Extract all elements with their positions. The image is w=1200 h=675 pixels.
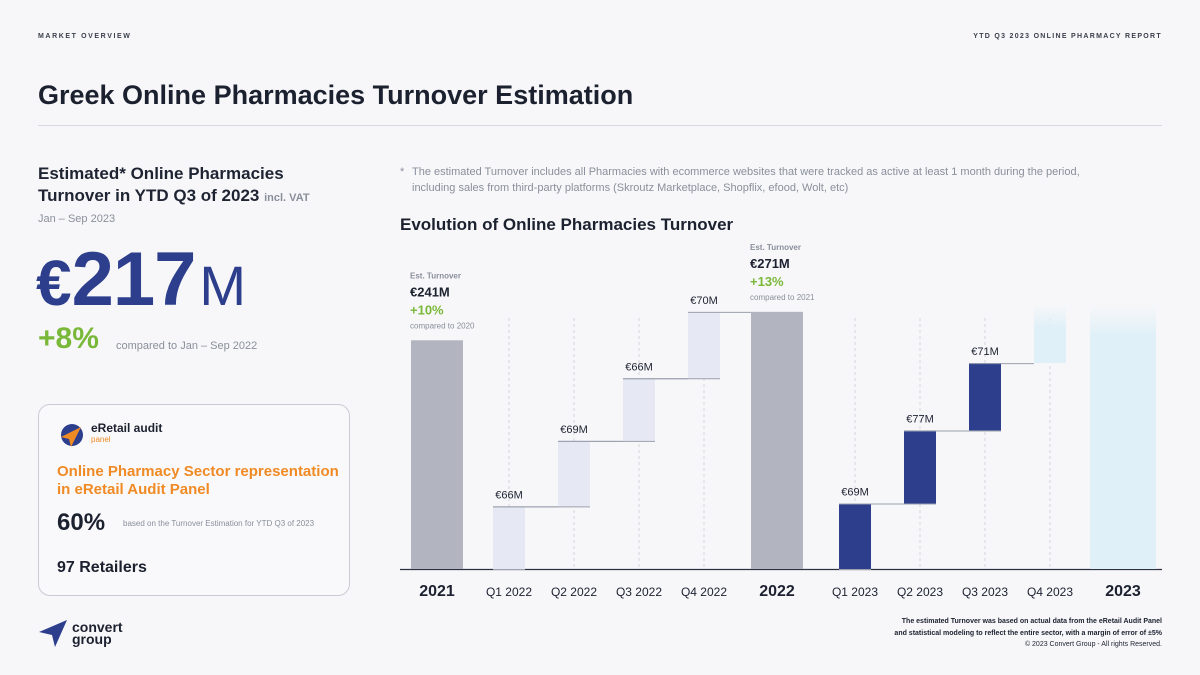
card-heading: Online Pharmacy Sector representation in… bbox=[57, 463, 339, 498]
kpi-period: Jan – Sep 2023 bbox=[38, 213, 116, 225]
x-label-q1-2022: Q1 2022 bbox=[486, 585, 532, 599]
growth-2021: +10% bbox=[410, 302, 444, 317]
eretail-logo-icon bbox=[61, 424, 83, 447]
x-label-q3-2023: Q3 2023 bbox=[962, 585, 1008, 599]
label-q2-2022: €69M bbox=[560, 424, 588, 436]
kpi-unit: M bbox=[199, 254, 247, 317]
caption-2021: Est. Turnover bbox=[410, 271, 461, 280]
bar-q4-2023 bbox=[1034, 305, 1066, 364]
label-2022: €271M bbox=[750, 256, 790, 271]
note-star: * bbox=[400, 166, 405, 178]
eretail-card: eRetail audit panel Online Pharmacy Sect… bbox=[38, 404, 350, 596]
growth-note-2022: compared to 2021 bbox=[750, 293, 815, 302]
report-label: YTD Q3 2023 ONLINE PHARMACY REPORT bbox=[973, 33, 1162, 40]
page-title: Greek Online Pharmacies Turnover Estimat… bbox=[38, 80, 634, 110]
label-q3-2023: €71M bbox=[971, 346, 999, 358]
label-q1-2022: €66M bbox=[495, 489, 523, 501]
x-label-q4-2022: Q4 2022 bbox=[681, 585, 727, 599]
kpi-vat: incl. VAT bbox=[264, 192, 310, 204]
note-text: The estimated Turnover includes all Phar… bbox=[412, 166, 1080, 194]
card-retailers: 97 Retailers bbox=[57, 559, 147, 576]
label-q2-2023: €77M bbox=[906, 413, 934, 425]
section-label: MARKET OVERVIEW bbox=[38, 33, 132, 40]
kpi-value: €217M bbox=[36, 236, 246, 323]
x-label-q4-2023: Q4 2023 bbox=[1027, 585, 1073, 599]
caption-2022: Est. Turnover bbox=[750, 243, 801, 252]
bar-q3-2022 bbox=[623, 378, 655, 441]
card-percent-note: based on the Turnover Estimation for YTD… bbox=[123, 519, 315, 528]
bar-q2-2022 bbox=[558, 440, 590, 507]
label-q3-2022: €66M bbox=[625, 361, 653, 373]
eretail-logo-text: eRetail audit bbox=[91, 421, 163, 435]
growth-2022: +13% bbox=[750, 274, 784, 289]
footer-line-1: The estimated Turnover was based on actu… bbox=[901, 618, 1162, 625]
bar-2021 bbox=[411, 340, 463, 569]
brand-line-1: convert bbox=[72, 619, 123, 635]
card-percent: 60% bbox=[57, 509, 106, 536]
x-label-q3-2022: Q3 2022 bbox=[616, 585, 662, 599]
label-q1-2023: €69M bbox=[841, 487, 869, 499]
bar-q4-2022 bbox=[688, 311, 720, 379]
eretail-logo-sub: panel bbox=[91, 435, 111, 444]
growth-note-2021: compared to 2020 bbox=[410, 321, 475, 330]
footer-copyright: © 2023 Convert Group - All rights Reserv… bbox=[1024, 641, 1162, 648]
x-label-q2-2022: Q2 2022 bbox=[551, 585, 597, 599]
bar-2022 bbox=[751, 311, 803, 569]
kpi-title: Estimated* Online Pharmacies Turnover in… bbox=[38, 163, 358, 209]
x-label-2023: 2023 bbox=[1105, 583, 1141, 600]
title-divider bbox=[38, 125, 1162, 126]
bar-q1-2023 bbox=[839, 503, 871, 569]
bar-q2-2023 bbox=[904, 430, 936, 504]
kpi-growth: +8% bbox=[38, 322, 99, 355]
kpi-number: 217 bbox=[71, 237, 197, 322]
brand-line-2: group bbox=[72, 631, 112, 647]
footer-line-2: and statistical modeling to reflect the … bbox=[894, 630, 1162, 637]
x-label-2022: 2022 bbox=[759, 583, 795, 600]
bar-q1-2022 bbox=[493, 506, 525, 569]
chart-title: Evolution of Online Pharmacies Turnover bbox=[400, 215, 734, 234]
kpi-title-text: Estimated* Online Pharmacies Turnover in… bbox=[38, 164, 284, 205]
kpi-currency: € bbox=[36, 247, 72, 319]
x-label-q1-2023: Q1 2023 bbox=[832, 585, 878, 599]
convert-group-logo-text: convert group bbox=[72, 619, 123, 647]
kpi-growth-note: compared to Jan – Sep 2022 bbox=[116, 340, 258, 352]
footer-note: The estimated Turnover was based on actu… bbox=[894, 616, 1162, 640]
x-label-q2-2023: Q2 2023 bbox=[897, 585, 943, 599]
bar-q3-2023 bbox=[969, 363, 1001, 431]
bar-2023 bbox=[1090, 305, 1156, 569]
label-q4-2022: €70M bbox=[690, 295, 718, 307]
methodology-note: * The estimated Turnover includes all Ph… bbox=[400, 164, 1100, 196]
label-2021: €241M bbox=[410, 284, 450, 299]
x-label-2021: 2021 bbox=[419, 583, 455, 600]
convert-group-logo-icon bbox=[39, 620, 67, 647]
